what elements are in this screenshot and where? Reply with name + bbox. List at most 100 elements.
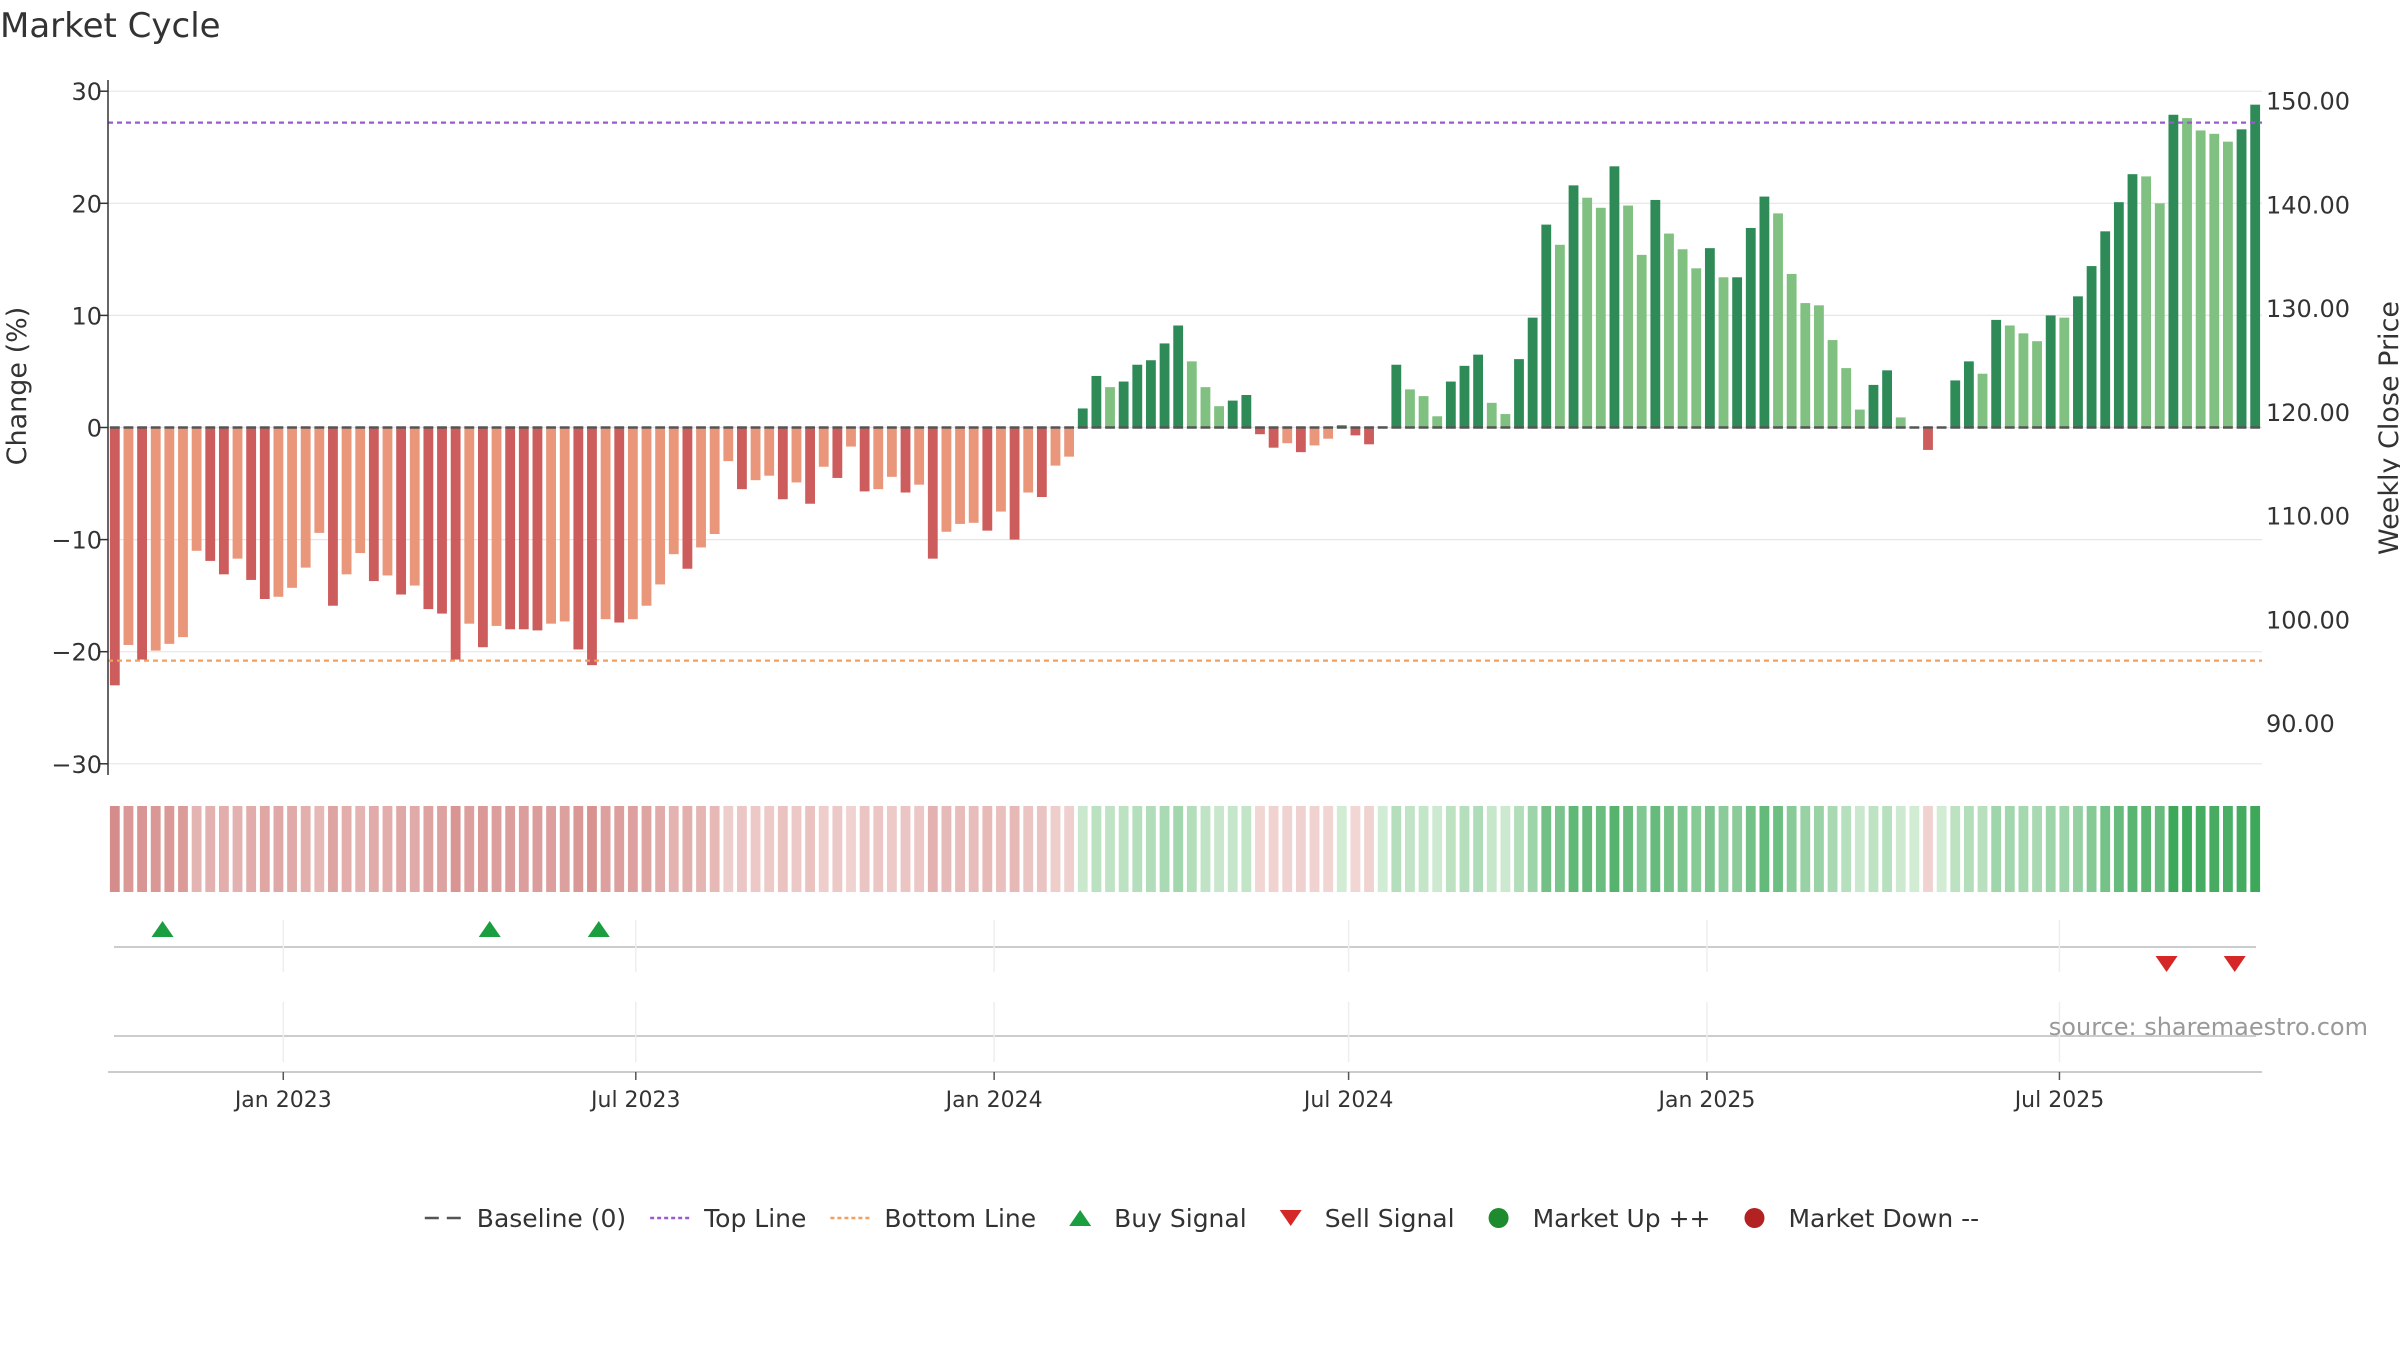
trend-cell — [900, 806, 911, 892]
bar — [1841, 368, 1852, 428]
trend-cell — [396, 806, 407, 892]
trend-cell — [1800, 806, 1811, 892]
bar — [655, 427, 666, 585]
trend-cell — [886, 806, 897, 892]
trend-cell — [1159, 806, 1170, 892]
trend-cell — [2127, 806, 2138, 892]
bar — [1295, 427, 1306, 453]
trend-cell — [164, 806, 175, 892]
bar — [1636, 254, 1647, 428]
bar — [1950, 380, 1961, 428]
bar — [1527, 317, 1538, 428]
trend-cell — [1173, 806, 1184, 892]
bar — [1432, 416, 1443, 428]
bar — [886, 427, 897, 477]
bar — [614, 427, 625, 623]
legend-item: Bottom Line — [830, 1204, 1036, 1233]
trend-cell — [1691, 806, 1702, 892]
bar — [1554, 244, 1565, 428]
sell-signal-marker — [2155, 956, 2178, 972]
trend-cell — [2141, 806, 2152, 892]
bar — [437, 427, 447, 614]
bar — [259, 427, 270, 600]
trend-cell — [573, 806, 584, 892]
bar — [1418, 396, 1429, 428]
bar — [300, 427, 311, 568]
bar — [109, 427, 120, 686]
bar — [450, 427, 461, 660]
bar-series — [109, 104, 2261, 686]
x-tick-label: Jan 2024 — [944, 1088, 1043, 1113]
bar — [532, 427, 543, 631]
trend-cell — [477, 806, 488, 892]
trend-cell — [1323, 806, 1334, 892]
bar — [1609, 166, 1620, 428]
bar — [1091, 375, 1102, 428]
trend-cell — [218, 806, 229, 892]
sell-signal-marker — [2223, 956, 2246, 972]
trend-cell — [737, 806, 747, 892]
trend-cell — [328, 806, 338, 892]
trend-cell — [927, 806, 938, 892]
bar — [1186, 361, 1197, 428]
bar — [1282, 427, 1293, 444]
bar — [764, 427, 775, 476]
bar — [914, 427, 925, 485]
trend-cell — [1718, 806, 1729, 892]
bar — [2127, 174, 2138, 428]
trend-cell — [2182, 806, 2192, 892]
bar — [205, 427, 216, 561]
bar — [696, 427, 706, 548]
y-tick-label: 10 — [71, 302, 102, 330]
trend-cell — [968, 806, 979, 892]
bar — [1664, 233, 1674, 428]
y2-tick-label: 110.00 — [2266, 503, 2350, 531]
bar — [627, 427, 638, 620]
trend-cell — [437, 806, 447, 892]
bar — [477, 427, 488, 648]
bar — [1718, 277, 1729, 428]
bar — [1582, 197, 1593, 428]
trend-cell — [1963, 806, 1974, 892]
y-tick-label: 20 — [71, 190, 102, 218]
trend-cell — [1977, 806, 1988, 892]
trend-cell — [750, 806, 761, 892]
trend-cell — [409, 806, 420, 892]
bar — [396, 427, 407, 595]
bar — [737, 427, 747, 490]
trend-cell — [2223, 806, 2233, 892]
bar — [423, 427, 434, 610]
bar — [900, 427, 911, 493]
trend-cell — [627, 806, 638, 892]
trend-cell — [614, 806, 625, 892]
trend-cell — [1704, 806, 1715, 892]
trend-cell — [532, 806, 543, 892]
trend-cell — [423, 806, 434, 892]
trend-cell — [1241, 806, 1252, 892]
legend-item: Buy Signal — [1069, 1204, 1247, 1233]
trend-cell — [1405, 806, 1415, 892]
trend-cell — [668, 806, 679, 892]
trend-cell — [764, 806, 775, 892]
bar — [2045, 315, 2056, 428]
legend-label: Buy Signal — [1114, 1204, 1247, 1233]
y2-axis-label: Weekly Close Price — [2374, 301, 2400, 555]
y-tick-label: −30 — [51, 751, 102, 779]
bar — [1486, 402, 1497, 428]
trend-cell — [1146, 806, 1156, 892]
trend-cell — [1554, 806, 1565, 892]
trend-cell — [1623, 806, 1633, 892]
trend-cell — [1827, 806, 1838, 892]
trend-cell — [941, 806, 952, 892]
trend-cell — [1732, 806, 1743, 892]
bar — [2018, 333, 2029, 428]
trend-cell — [1445, 806, 1456, 892]
bar — [191, 427, 202, 551]
trend-cell — [1009, 806, 1020, 892]
y2-tick-label: 90.00 — [2266, 710, 2335, 738]
x-tick-label: Jul 2024 — [1302, 1088, 1394, 1113]
bar — [1173, 325, 1184, 428]
bar — [1541, 224, 1552, 428]
bar — [1350, 427, 1361, 436]
